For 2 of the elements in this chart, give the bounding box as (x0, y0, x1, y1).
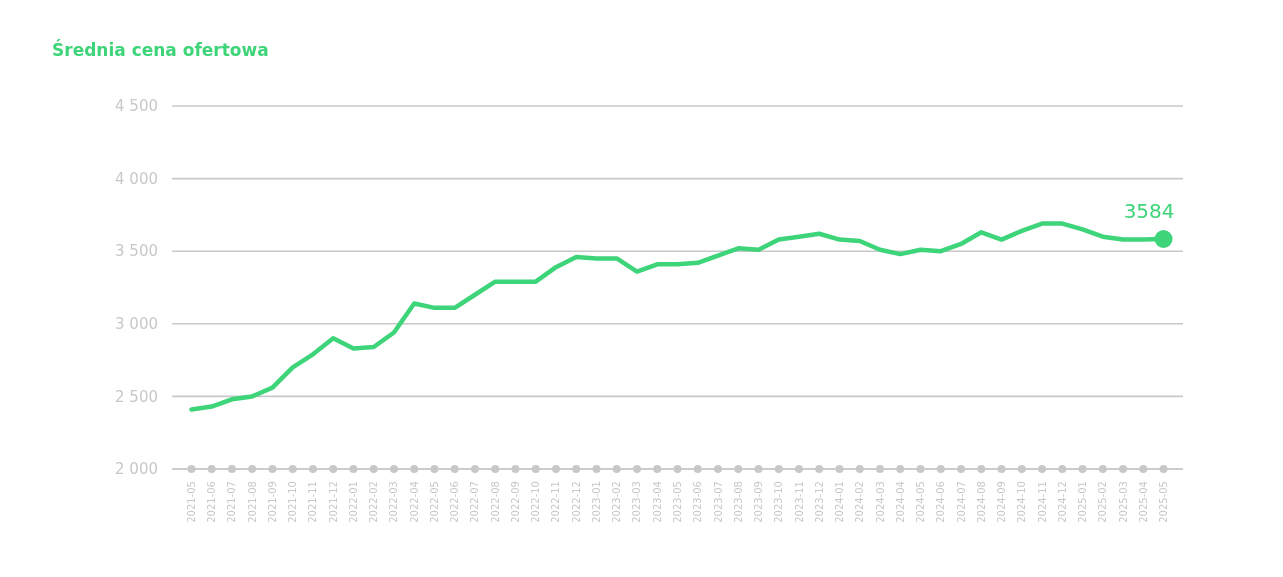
data-label: 3584 (1123, 199, 1175, 223)
chart-title: Średnia cena ofertowa (52, 39, 269, 60)
